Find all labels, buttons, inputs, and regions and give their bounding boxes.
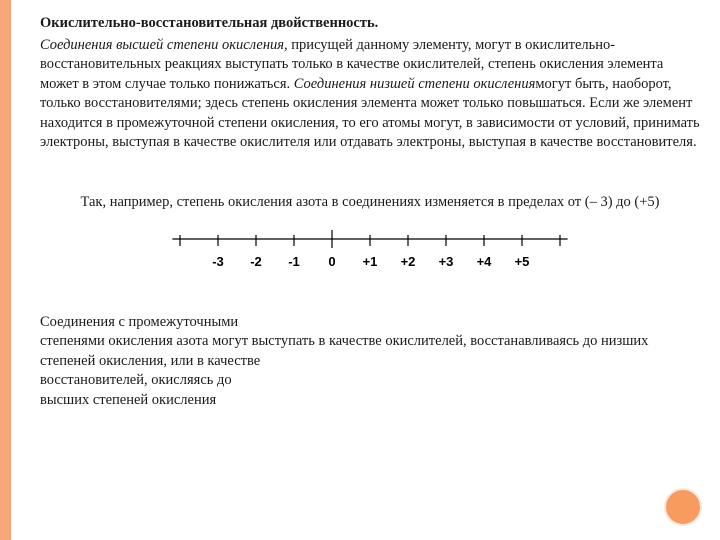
numberline-label: +3 [427, 253, 465, 271]
p3-line5: высших степеней окисления [40, 392, 216, 408]
numberline-axis [161, 229, 579, 251]
paragraph-3: Соединения с промежуточными степенями ок… [40, 313, 700, 411]
slide-title: Окислительно-восстановительная двойствен… [40, 14, 700, 34]
numberline-label: -3 [199, 253, 237, 271]
numberline-label [541, 253, 579, 271]
p3-line2: степенями окисления азота могут выступат… [40, 333, 648, 349]
numberline-container: -3-2-10+1+2+3+4+5 [40, 229, 700, 277]
numberline-label: 0 [313, 253, 351, 271]
numberline-label: -1 [275, 253, 313, 271]
numberline-label: +2 [389, 253, 427, 271]
numberline-label: +4 [465, 253, 503, 271]
p1-italic-1: Соединения высшей степени окисления [40, 37, 284, 53]
numberline-label [161, 253, 199, 271]
p3-line3: степеней окисления, или в качестве [40, 353, 260, 369]
p3-line4: восстановителей, окисляясь до [40, 372, 232, 388]
numberline: -3-2-10+1+2+3+4+5 [161, 229, 579, 271]
paragraph-1: Соединения высшей степени окисления, при… [40, 36, 700, 153]
slide-content: Окислительно-восстановительная двойствен… [40, 14, 700, 410]
p1-italic-2: Соединения низшей степени окисления [294, 76, 536, 92]
numberline-label: +1 [351, 253, 389, 271]
corner-circle-icon [664, 488, 702, 526]
centered-text: Так, например, степень окисления азота в… [40, 193, 700, 213]
accent-bar [0, 0, 11, 540]
numberline-label: +5 [503, 253, 541, 271]
p3-line1: Соединения с промежуточными [40, 314, 238, 330]
numberline-labels: -3-2-10+1+2+3+4+5 [161, 253, 579, 271]
numberline-label: -2 [237, 253, 275, 271]
